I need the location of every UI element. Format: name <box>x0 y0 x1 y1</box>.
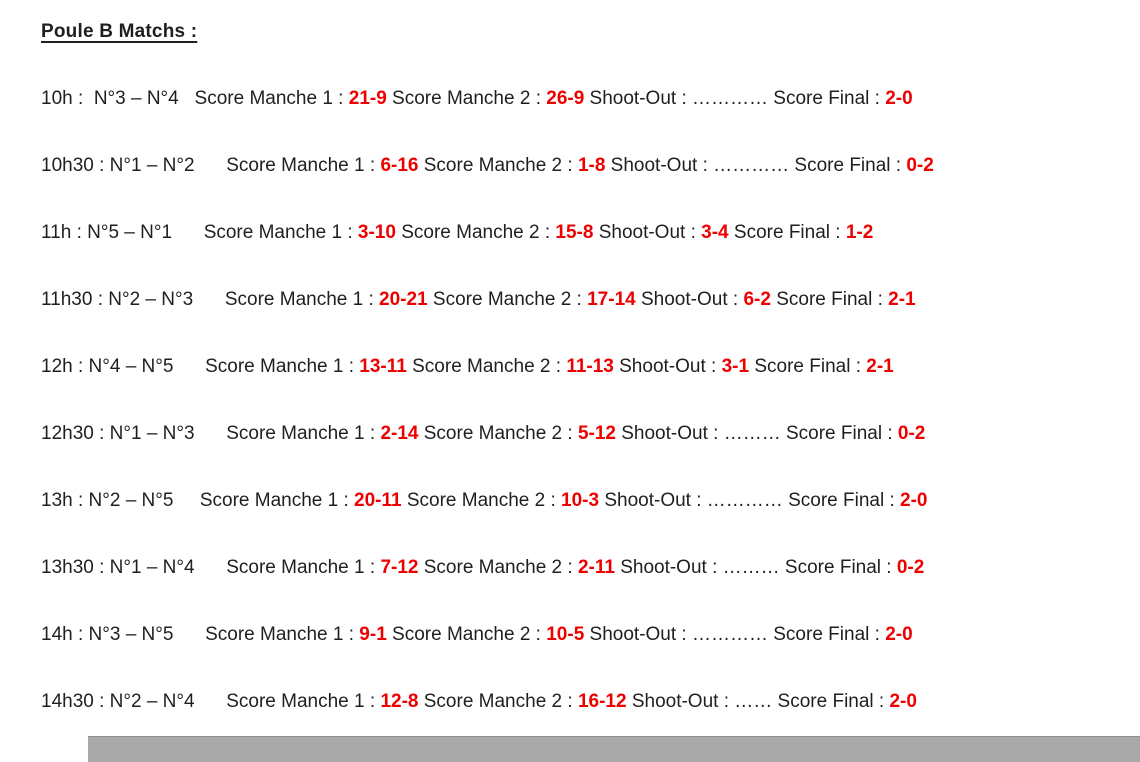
match-text: 11h30 : N°2 – N°3 Score Manche 1 : <box>41 289 380 310</box>
match-row: 14h : N°3 – N°5 Score Manche 1 : 9-1 Sco… <box>41 623 1140 647</box>
match-text: Score Manche 2 : <box>418 155 578 176</box>
match-text: Score Manche 2 : <box>406 356 567 377</box>
score-value: 13-11 <box>359 356 407 377</box>
score-value: 9-1 <box>359 624 387 645</box>
score-value: 6-2 <box>743 289 771 310</box>
score-value: 2-0 <box>900 490 928 511</box>
match-row: 14h30 : N°2 – N°4 Score Manche 1 : 12-8 … <box>41 690 1140 714</box>
match-text: Score Manche 2 : <box>386 88 547 109</box>
score-value: 21-9 <box>348 88 387 109</box>
match-text: Score Final : <box>770 289 889 310</box>
score-value: 1-8 <box>577 155 606 176</box>
score-value: 2-14 <box>380 423 419 444</box>
page-edge-strip <box>88 736 1140 762</box>
score-value: 3-10 <box>357 222 396 243</box>
score-value: 2-0 <box>885 624 913 645</box>
score-value: 0-2 <box>906 155 934 176</box>
score-value: 7-12 <box>380 557 419 578</box>
score-value: 2-0 <box>889 691 917 712</box>
score-value: 15-8 <box>555 222 594 243</box>
match-text: Score Manche 2 : <box>418 691 578 712</box>
match-text: 14h30 : N°2 – N°4 Score Manche 1 : <box>41 691 381 712</box>
score-value: 3-1 <box>721 356 750 377</box>
score-value: 26-9 <box>546 88 585 109</box>
match-text: 14h : N°3 – N°5 Score Manche 1 : <box>41 624 360 645</box>
document-page: Poule B Matchs : 10h : N°3 – N°4 Score M… <box>41 21 1140 714</box>
match-text: Shoot-Out : ………… Score Final : <box>599 490 901 511</box>
match-text: Shoot-Out : …… Score Final : <box>626 691 890 712</box>
match-text: Shoot-Out : <box>613 356 722 377</box>
match-row: 12h : N°4 – N°5 Score Manche 1 : 13-11 S… <box>41 355 1140 379</box>
score-value: 20-21 <box>379 289 428 310</box>
score-value: 10-5 <box>546 624 585 645</box>
match-row: 13h30 : N°1 – N°4 Score Manche 1 : 7-12 … <box>41 556 1140 580</box>
match-text: 12h : N°4 – N°5 Score Manche 1 : <box>41 356 360 377</box>
match-text: Shoot-Out : ………… Score Final : <box>584 624 886 645</box>
score-value: 12-8 <box>380 691 419 712</box>
score-value: 10-3 <box>561 490 600 511</box>
match-row: 11h : N°5 – N°1 Score Manche 1 : 3-10 Sc… <box>41 221 1140 245</box>
match-row: 11h30 : N°2 – N°3 Score Manche 1 : 20-21… <box>41 288 1140 312</box>
score-value: 11-13 <box>566 356 614 377</box>
page-title: Poule B Matchs : <box>41 21 198 42</box>
match-text: Shoot-Out : <box>593 222 702 243</box>
score-value: 2-1 <box>888 289 916 310</box>
score-value: 0-2 <box>896 557 925 578</box>
score-value: 2-11 <box>577 557 615 578</box>
score-value: 2-1 <box>866 356 894 377</box>
match-text: Score Manche 2 : <box>395 222 556 243</box>
match-text: Shoot-Out : ……… Score Final : <box>614 557 897 578</box>
match-text: 13h30 : N°1 – N°4 Score Manche 1 : <box>41 557 381 578</box>
match-text: 12h30 : N°1 – N°3 Score Manche 1 : <box>41 423 381 444</box>
match-text: Score Manche 2 : <box>386 624 547 645</box>
match-text: Shoot-Out : <box>635 289 744 310</box>
score-value: 16-12 <box>577 691 627 712</box>
match-text: Shoot-Out : ………… Score Final : <box>584 88 886 109</box>
score-value: 6-16 <box>380 155 419 176</box>
match-text: Score Manche 2 : <box>401 490 562 511</box>
score-value: 0-2 <box>897 423 926 444</box>
match-text: Score Final : <box>728 222 846 243</box>
match-text: Score Manche 2 : <box>427 289 588 310</box>
score-value: 2-0 <box>885 88 913 109</box>
score-value: 17-14 <box>587 289 636 310</box>
match-text: 13h : N°2 – N°5 Score Manche 1 : <box>41 490 355 511</box>
match-text: 10h30 : N°1 – N°2 Score Manche 1 : <box>41 155 381 176</box>
match-row: 10h30 : N°1 – N°2 Score Manche 1 : 6-16 … <box>41 154 1140 178</box>
match-text: Score Manche 2 : <box>418 557 578 578</box>
match-row: 13h : N°2 – N°5 Score Manche 1 : 20-11 S… <box>41 489 1140 513</box>
match-text: Shoot-Out : ………… Score Final : <box>605 155 907 176</box>
score-value: 20-11 <box>354 490 402 511</box>
match-text: Shoot-Out : ……… Score Final : <box>615 423 898 444</box>
match-row: 12h30 : N°1 – N°3 Score Manche 1 : 2-14 … <box>41 422 1140 446</box>
match-text: 11h : N°5 – N°1 Score Manche 1 : <box>41 222 358 243</box>
match-text: 10h : N°3 – N°4 Score Manche 1 : <box>41 88 349 109</box>
score-value: 5-12 <box>577 423 616 444</box>
match-text: Score Manche 2 : <box>418 423 578 444</box>
match-list: 10h : N°3 – N°4 Score Manche 1 : 21-9 Sc… <box>41 87 1140 714</box>
match-row: 10h : N°3 – N°4 Score Manche 1 : 21-9 Sc… <box>41 87 1140 111</box>
score-value: 3-4 <box>701 222 729 243</box>
match-text: Score Final : <box>749 356 867 377</box>
score-value: 1-2 <box>845 222 874 243</box>
